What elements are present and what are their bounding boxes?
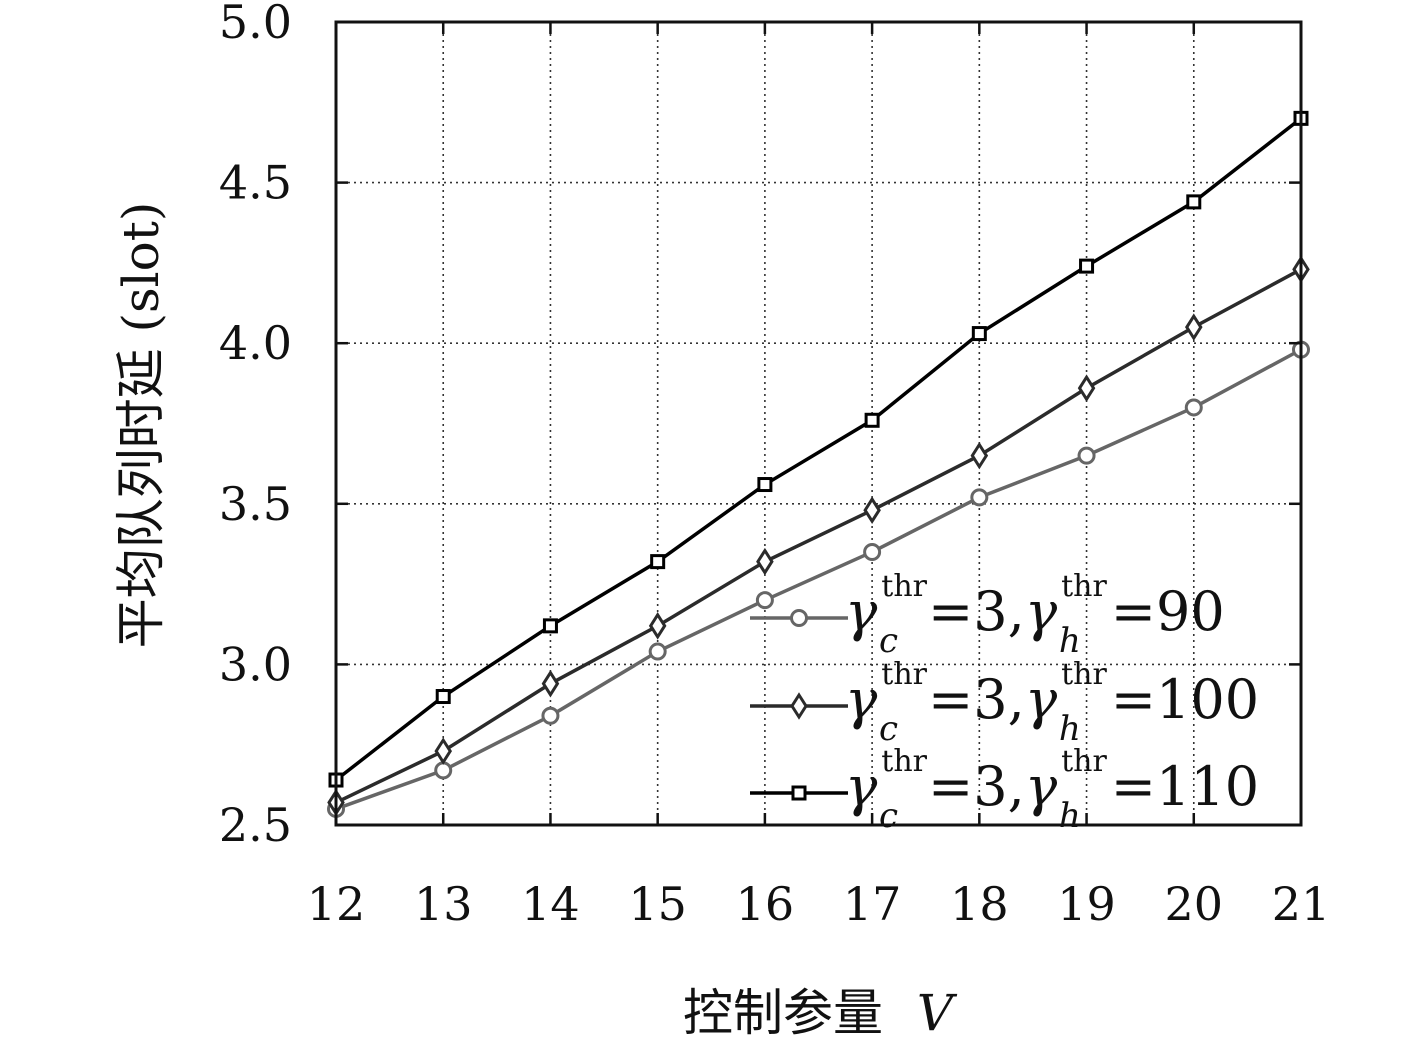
data-point-diamond [648, 612, 667, 640]
y-tick-label: 2.5 [219, 798, 292, 852]
series-line-circle [335, 348, 1302, 811]
data-point-diamond [541, 669, 560, 698]
legend-item-square: γ thr c =3,γ thr h =110 [750, 744, 1259, 836]
series-line-diamond [335, 267, 1302, 805]
data-point-circle [434, 761, 453, 780]
data-point-square [542, 618, 558, 634]
legend-marker-square [791, 785, 807, 801]
x-tick-label: 19 [1057, 877, 1116, 931]
y-tick-label: 3.5 [219, 477, 292, 531]
data-point-diamond [1077, 374, 1096, 402]
legend-label: γ thr c =3,γ thr h =90 [845, 569, 1225, 661]
data-point-circle [541, 706, 560, 725]
data-point-square [757, 477, 773, 493]
x-tick-label: 12 [307, 877, 366, 931]
x-tick-label: 13 [414, 877, 473, 931]
x-axis-label-variable: V [917, 984, 958, 1042]
legend-label: γ thr c =3,γ thr h =100 [845, 657, 1259, 749]
x-tick-label: 16 [736, 877, 795, 931]
legend-marker-circle [790, 609, 808, 627]
y-tick-label: 4.0 [219, 316, 292, 370]
x-tick-label: 15 [628, 877, 687, 931]
data-point-circle [1077, 446, 1096, 465]
x-tick-label: 17 [843, 877, 902, 931]
y-tick-label: 3.0 [219, 637, 292, 691]
data-point-square [971, 326, 987, 342]
data-point-square [864, 412, 880, 428]
x-axis-label: 控制参量 V [683, 984, 958, 1042]
series-line-square [334, 116, 1303, 782]
data-point-square [1186, 194, 1202, 210]
data-point-square [1079, 258, 1095, 274]
data-point-square [650, 554, 666, 570]
data-point-diamond [756, 547, 774, 576]
data-point-circle [970, 488, 989, 507]
legend-item-diamond: γ thr c =3,γ thr h =100 [750, 657, 1259, 749]
data-point-circle [863, 542, 882, 561]
y-tick-label: 4.5 [219, 156, 292, 210]
x-tick-label: 18 [950, 877, 1009, 931]
legend-label: γ thr c =3,γ thr h =110 [845, 744, 1259, 836]
data-point-diamond [970, 441, 989, 470]
axis-ticks [334, 20, 1303, 827]
data-point-diamond [434, 737, 453, 765]
series-square [328, 110, 1309, 788]
grid [336, 22, 1301, 825]
x-tick-label: 14 [521, 877, 580, 931]
data-point-circle [1184, 398, 1203, 417]
data-point-diamond [1184, 313, 1203, 341]
data-point-diamond [863, 496, 881, 525]
tick-labels: 12 13 14 15 16 17 18 19 20 21 2.5 3.0 3.5 4.0 4.5 5.0 [219, 0, 1330, 931]
data-point-circle [648, 642, 667, 661]
data-point-square [435, 689, 451, 705]
x-tick-label: 21 [1272, 877, 1331, 931]
x-tick-label: 20 [1165, 877, 1224, 931]
legend-item-circle: γ thr c =3,γ thr h =90 [750, 569, 1225, 661]
legend-marker-diamond [790, 692, 808, 720]
plot-frame [334, 20, 1303, 827]
y-tick-label: 5.0 [219, 0, 292, 49]
y-axis-label: 平均队列时延 (slot) [112, 202, 170, 649]
data-point-circle [755, 591, 774, 610]
x-axis-label-text: 控制参量 [683, 984, 883, 1042]
